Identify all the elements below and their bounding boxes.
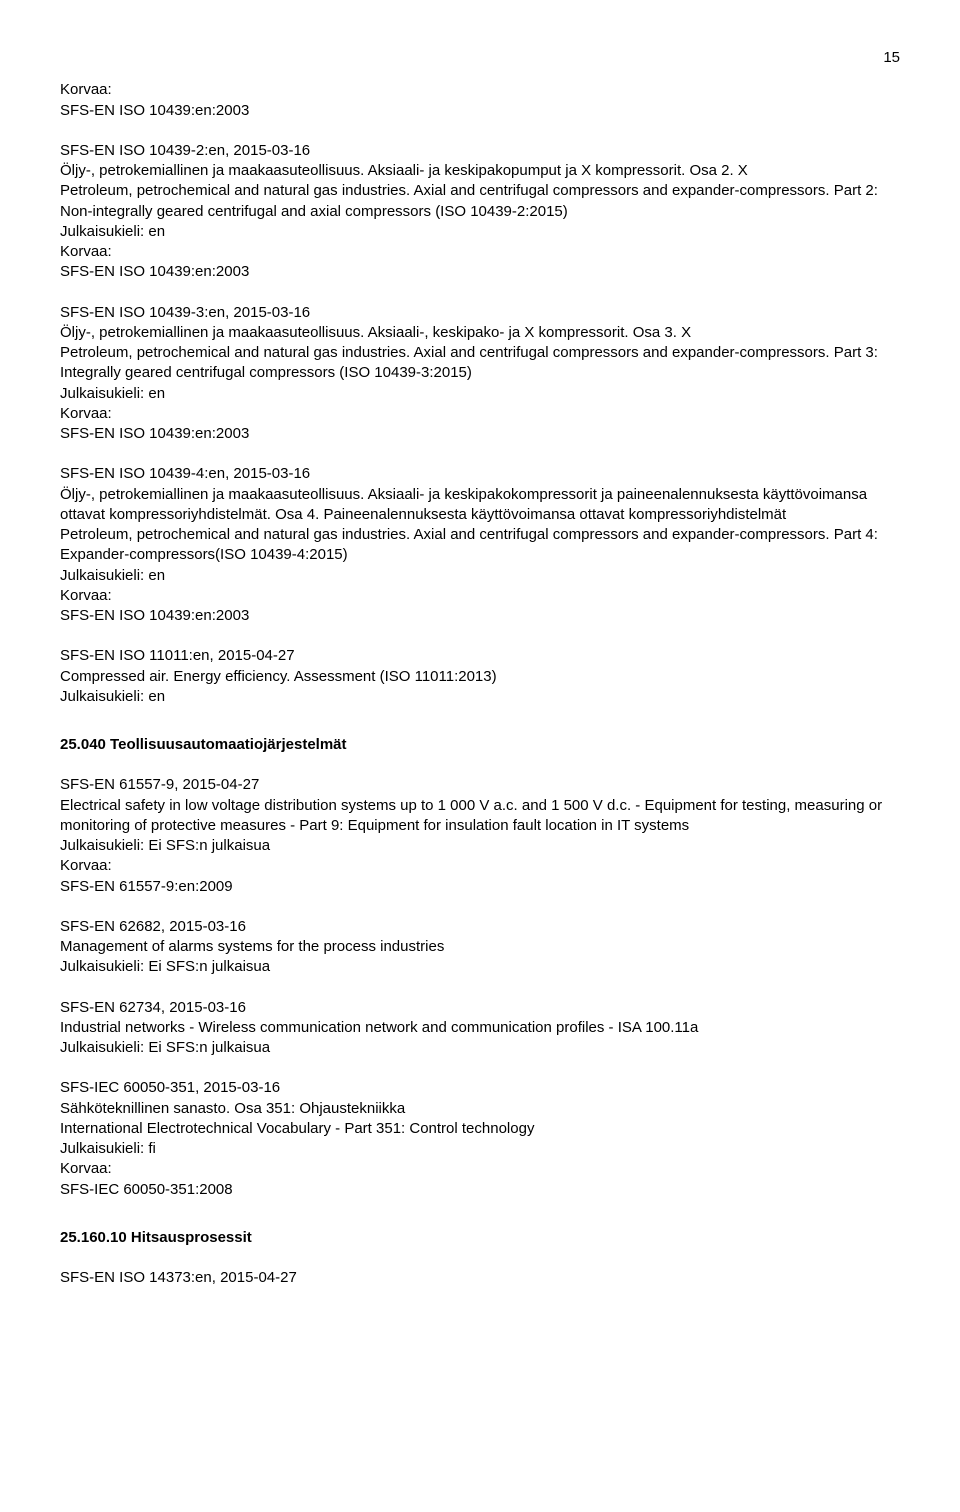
standard-entry: SFS-EN ISO 10439-2:en, 2015-03-16Öljy-, … — [60, 141, 900, 283]
standard-entry: SFS-EN 62734, 2015-03-16Industrial netwo… — [60, 998, 900, 1059]
entry-line: SFS-EN ISO 10439-3:en, 2015-03-16 — [60, 303, 900, 323]
standard-entry: SFS-EN ISO 10439-4:en, 2015-03-16Öljy-, … — [60, 464, 900, 626]
entry-line: SFS-EN ISO 11011:en, 2015-04-27 — [60, 646, 900, 666]
entry-line: Korvaa: — [60, 1159, 900, 1179]
entry-line: SFS-EN ISO 10439-2:en, 2015-03-16 — [60, 141, 900, 161]
entry-line: SFS-EN 62682, 2015-03-16 — [60, 917, 900, 937]
entry-line: Julkaisukieli: en — [60, 687, 900, 707]
standard-entry: SFS-EN 61557-9, 2015-04-27Electrical saf… — [60, 775, 900, 897]
entry-line: Korvaa: — [60, 586, 900, 606]
entry-line: SFS-EN ISO 14373:en, 2015-04-27 — [60, 1268, 900, 1288]
entry-line: SFS-EN ISO 10439:en:2003 — [60, 262, 900, 282]
entry-line: Management of alarms systems for the pro… — [60, 937, 900, 957]
entry-line: Korvaa: — [60, 404, 900, 424]
entry-line: SFS-EN ISO 10439:en:2003 — [60, 424, 900, 444]
entry-line: Julkaisukieli: en — [60, 566, 900, 586]
entry-line: SFS-EN ISO 10439:en:2003 — [60, 606, 900, 626]
entry-line: Julkaisukieli: Ei SFS:n julkaisua — [60, 957, 900, 977]
entry-line: Öljy-, petrokemiallinen ja maakaasuteoll… — [60, 485, 900, 526]
entry-line: Sähköteknillinen sanasto. Osa 351: Ohjau… — [60, 1099, 900, 1119]
entry-line: Petroleum, petrochemical and natural gas… — [60, 181, 900, 222]
entry-line: Öljy-, petrokemiallinen ja maakaasuteoll… — [60, 161, 900, 181]
standard-entry: SFS-EN ISO 10439-3:en, 2015-03-16Öljy-, … — [60, 303, 900, 445]
entry-line: Julkaisukieli: Ei SFS:n julkaisua — [60, 1038, 900, 1058]
entry-line: Petroleum, petrochemical and natural gas… — [60, 343, 900, 384]
standard-entry: Korvaa:SFS-EN ISO 10439:en:2003 — [60, 80, 900, 121]
section-heading: 25.160.10 Hitsausprosessit — [60, 1228, 900, 1248]
section-heading: 25.040 Teollisuusautomaatiojärjestelmät — [60, 735, 900, 755]
entry-line: Korvaa: — [60, 80, 900, 100]
entry-line: SFS-EN 61557-9:en:2009 — [60, 877, 900, 897]
entry-line: SFS-EN ISO 10439-4:en, 2015-03-16 — [60, 464, 900, 484]
standard-entry: SFS-EN 62682, 2015-03-16Management of al… — [60, 917, 900, 978]
standard-entry: SFS-IEC 60050-351, 2015-03-16Sähköteknil… — [60, 1078, 900, 1200]
entry-line: Petroleum, petrochemical and natural gas… — [60, 525, 900, 566]
entry-line: Electrical safety in low voltage distrib… — [60, 796, 900, 837]
entry-line: Compressed air. Energy efficiency. Asses… — [60, 667, 900, 687]
entry-line: SFS-IEC 60050-351, 2015-03-16 — [60, 1078, 900, 1098]
entry-line: Öljy-, petrokemiallinen ja maakaasuteoll… — [60, 323, 900, 343]
page-number: 15 — [60, 48, 900, 68]
entry-line: International Electrotechnical Vocabular… — [60, 1119, 900, 1139]
entry-line: SFS-EN 62734, 2015-03-16 — [60, 998, 900, 1018]
entry-line: SFS-EN 61557-9, 2015-04-27 — [60, 775, 900, 795]
entry-line: Julkaisukieli: fi — [60, 1139, 900, 1159]
standard-entry: SFS-EN ISO 11011:en, 2015-04-27Compresse… — [60, 646, 900, 707]
entry-line: Industrial networks - Wireless communica… — [60, 1018, 900, 1038]
standard-entry: SFS-EN ISO 14373:en, 2015-04-27 — [60, 1268, 900, 1288]
entry-line: Julkaisukieli: en — [60, 222, 900, 242]
entry-line: SFS-IEC 60050-351:2008 — [60, 1180, 900, 1200]
entry-line: Korvaa: — [60, 242, 900, 262]
entry-line: Julkaisukieli: Ei SFS:n julkaisua — [60, 836, 900, 856]
entry-line: Korvaa: — [60, 856, 900, 876]
entry-line: SFS-EN ISO 10439:en:2003 — [60, 101, 900, 121]
entry-line: Julkaisukieli: en — [60, 384, 900, 404]
